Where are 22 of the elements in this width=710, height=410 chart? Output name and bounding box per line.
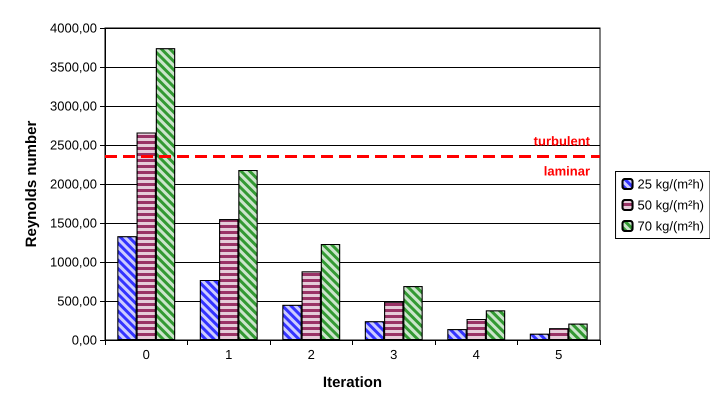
x-tick-label: 0 [142, 347, 150, 362]
y-tick-label: 2500,00 [50, 138, 97, 152]
y-tick-label: 0,00 [72, 332, 97, 348]
y-tick-label: 4000,00 [50, 20, 97, 36]
y-tick-label: 1500,00 [50, 216, 97, 230]
legend-label: 25 kg/(m²h) [638, 176, 704, 192]
x-axis-title: Iteration [322, 374, 382, 391]
legend-label: 70 kg/(m²h) [638, 218, 704, 234]
annotation: laminar [544, 164, 590, 179]
y-tick-label: 500,00 [57, 294, 97, 308]
y-axis-title: Reynolds number [23, 120, 40, 248]
annotation: turbulent [534, 134, 591, 149]
x-tick-label: 1 [225, 347, 232, 362]
y-tick-label: 3000,00 [50, 98, 97, 114]
x-tick-label: 5 [555, 347, 562, 362]
y-tick-label: 3500,00 [50, 60, 97, 74]
y-tick-label: 1000,00 [50, 254, 97, 270]
x-tick-label: 3 [390, 347, 398, 362]
legend-label: 50 kg/(m²h) [638, 198, 704, 212]
y-tick-label: 2000,00 [50, 176, 97, 192]
x-tick-label: 4 [472, 347, 480, 362]
x-tick-label: 2 [308, 347, 315, 362]
